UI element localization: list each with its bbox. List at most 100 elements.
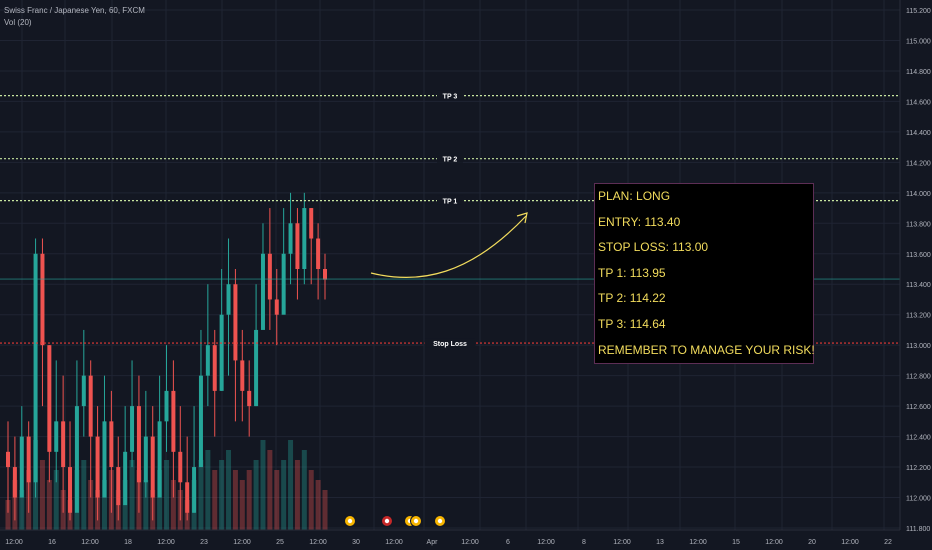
candle-body [47, 345, 52, 452]
x-tick-label: 12:00 [5, 539, 23, 546]
y-tick-label: 114.800 [906, 69, 931, 76]
volume-bar [260, 440, 266, 530]
x-tick-label: 8 [582, 539, 586, 546]
tp2-line: TP 2: 114.22 [598, 291, 666, 306]
volume-bar [246, 470, 252, 530]
volume-bar [308, 470, 314, 530]
y-tick-label: 112.000 [906, 496, 931, 503]
candlesticks [6, 192, 327, 521]
volume-bar [322, 490, 328, 530]
candle-body [116, 467, 121, 506]
level-label: TP 3 [443, 94, 458, 101]
x-tick-label: 20 [808, 539, 816, 546]
level-label: Stop Loss [433, 341, 467, 348]
y-tick-label: 113.800 [906, 221, 931, 228]
x-tick-label: 15 [732, 539, 740, 546]
x-tick-label: 25 [276, 539, 284, 546]
candle-body [6, 451, 10, 468]
x-tick-label: 12:00 [81, 539, 99, 546]
x-tick-label: 12:00 [765, 539, 783, 546]
plan-line: PLAN: LONG [598, 189, 671, 203]
level-label-bg [437, 153, 463, 163]
volume-bar [239, 480, 245, 530]
volume-bar [205, 450, 211, 530]
candle-body [130, 406, 135, 452]
volume-bar [19, 490, 25, 530]
entry-line: ENTRY: 113.40 [598, 214, 681, 229]
symbol-label[interactable]: Swiss Franc / Japanese Yen, 60, FXCM [4, 6, 145, 15]
volume-bar [267, 450, 273, 530]
volume-bar [164, 460, 169, 530]
volume-bar [143, 480, 149, 530]
candle-body [81, 375, 86, 407]
volume-bar [274, 470, 280, 530]
x-tick-label: 12:00 [537, 539, 555, 546]
candle-body [267, 253, 272, 300]
earnings-icon[interactable] [381, 515, 393, 527]
x-tick-label: 12:00 [385, 539, 403, 546]
candle-body [288, 223, 293, 254]
candle-body [219, 314, 224, 391]
y-tick-label: 114.600 [906, 99, 931, 106]
candle-body [164, 390, 169, 422]
y-tick-label: 115.200 [906, 8, 931, 15]
volume-bar [212, 470, 218, 530]
candle-body [109, 421, 114, 468]
candle-body [295, 223, 300, 269]
candle-body [136, 406, 141, 483]
candle-body [123, 451, 128, 506]
volume-bar [281, 460, 287, 530]
volume-bar [157, 470, 163, 530]
candle-body [40, 253, 45, 346]
x-tick-label: 12:00 [841, 539, 859, 546]
x-tick-label: 12:00 [233, 539, 251, 546]
event-icon-core [413, 518, 419, 524]
price-axis-panel [900, 0, 932, 550]
dividend-icon[interactable] [344, 515, 356, 527]
x-tick-label: 12:00 [309, 539, 327, 546]
candle-body [95, 436, 100, 498]
y-tick-label: 112.200 [906, 465, 931, 472]
event-icons[interactable] [344, 515, 446, 527]
candle-body [198, 375, 203, 468]
volume-bar [5, 500, 11, 530]
y-tick-label: 115.000 [906, 38, 931, 45]
tp3-line: TP 3: 114.64 [598, 316, 666, 331]
y-tick-label: 114.000 [906, 191, 931, 198]
y-tick-label: 113.000 [906, 343, 931, 350]
y-tick-label: 112.600 [906, 404, 931, 411]
x-tick-label: 12:00 [461, 539, 479, 546]
candle-body [150, 436, 155, 498]
projection-arrow-head [516, 212, 528, 224]
event-icon-core [347, 518, 353, 524]
candle-body [178, 451, 183, 483]
volume-bar [288, 440, 294, 530]
volume-bar [46, 480, 52, 530]
volume-bar [81, 460, 87, 530]
volume-bar [315, 480, 321, 530]
volume-bar [39, 460, 45, 530]
stop-loss-line: STOP LOSS: 113.00 [598, 240, 709, 255]
projection-arrow-curve [370, 215, 527, 279]
volume-bar [253, 460, 259, 530]
candle-body [19, 436, 24, 498]
volume-bar [129, 460, 135, 530]
candle-body [157, 421, 162, 498]
x-tick-label: 23 [200, 539, 208, 546]
volume-indicator-label[interactable]: Vol (20) [4, 18, 32, 27]
candle-body [226, 284, 231, 315]
volume-bar [294, 460, 300, 530]
projection-arrow [370, 212, 528, 279]
y-tick-label: 113.400 [906, 282, 931, 289]
y-tick-label: 114.200 [906, 160, 931, 167]
candle-body [26, 436, 31, 483]
y-tick-label: 112.800 [906, 374, 931, 381]
dividend-icon[interactable] [410, 515, 422, 527]
dividend-icon[interactable] [434, 515, 446, 527]
volume-bar [170, 480, 176, 530]
trade-plan-box[interactable]: PLAN: LONG ENTRY: 113.40 STOP LOSS: 113.… [594, 183, 815, 364]
candle-body [88, 375, 93, 437]
candle-body [68, 467, 73, 513]
